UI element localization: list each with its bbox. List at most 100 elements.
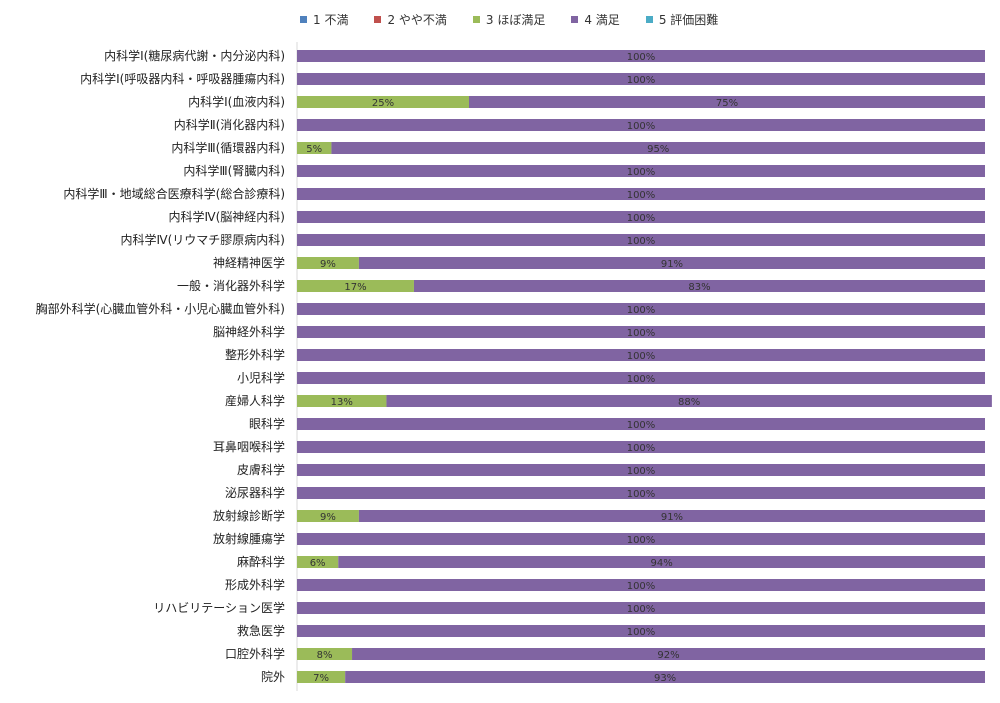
category-label: 小児科学	[237, 370, 285, 385]
category-label: 一般・消化器外科学	[177, 278, 285, 293]
legend-item-3: 3 ほぼ満足	[472, 11, 546, 28]
data-label: 91%	[661, 512, 683, 523]
category-label: 放射線診断学	[213, 508, 285, 523]
data-label: 100%	[627, 121, 656, 132]
data-label: 100%	[627, 443, 656, 454]
bar-segment	[297, 533, 985, 545]
category-label: 内科学Ⅳ(脳神経内科)	[169, 209, 285, 224]
bar-segment	[297, 510, 359, 522]
legend-swatch	[374, 15, 382, 23]
data-label: 100%	[627, 489, 656, 500]
data-label: 9%	[320, 512, 336, 523]
data-label: 100%	[627, 305, 656, 316]
data-label: 100%	[627, 466, 656, 477]
category-label: 脳神経外科学	[213, 324, 285, 339]
category-label: 内科学Ⅰ(血液内科)	[188, 94, 285, 109]
data-label: 83%	[688, 282, 710, 293]
bar-segment	[469, 96, 985, 108]
data-label: 100%	[627, 213, 656, 224]
bar-segment	[345, 671, 985, 683]
bar-segment	[297, 556, 339, 568]
bar-segment	[413, 280, 986, 292]
data-label: 100%	[627, 627, 656, 638]
bar-segment	[297, 579, 985, 591]
data-label: 93%	[654, 673, 676, 684]
data-label: 95%	[647, 144, 669, 155]
bar-segment	[297, 280, 414, 292]
bar-segment	[338, 556, 985, 568]
bar-segment	[297, 441, 985, 453]
category-label: 産婦人科学	[225, 393, 285, 408]
legend-label: 4 満足	[584, 12, 620, 27]
category-label: 内科学Ⅰ(糖尿病代謝・内分泌内科)	[104, 48, 285, 63]
data-label: 91%	[661, 259, 683, 270]
bar-segment	[297, 257, 359, 269]
data-label: 88%	[678, 397, 700, 408]
data-label: 17%	[344, 282, 366, 293]
legend-label: 2 やや不満	[387, 12, 447, 27]
bar-segment	[297, 464, 985, 476]
bar-segment	[297, 142, 332, 154]
bar-segment	[297, 73, 985, 85]
category-label: 泌尿器科学	[225, 485, 285, 500]
bar-segment	[297, 625, 985, 637]
category-label: 内科学Ⅳ(リウマチ膠原病内科)	[121, 232, 285, 247]
category-label: リハビリテーション医学	[153, 600, 285, 615]
category-label: 神経精神医学	[213, 255, 285, 270]
category-label: 内科学Ⅲ・地域総合医療科学(総合診療科)	[63, 186, 285, 201]
bar-segment	[297, 349, 985, 361]
data-label: 100%	[627, 75, 656, 86]
data-label: 75%	[716, 98, 738, 109]
legend-label: 1 不満	[313, 12, 349, 27]
category-label: 内科学Ⅰ(呼吸器内科・呼吸器腫瘍内科)	[80, 71, 285, 86]
category-label: 口腔外科学	[225, 646, 285, 661]
bar-segment	[331, 142, 985, 154]
data-label: 100%	[627, 420, 656, 431]
legend-swatch	[472, 15, 480, 23]
category-label: 救急医学	[237, 623, 285, 638]
bar-segment	[358, 510, 985, 522]
data-label: 100%	[627, 328, 656, 339]
bar-segment	[297, 188, 985, 200]
data-label: 5%	[306, 144, 322, 155]
data-label: 100%	[627, 351, 656, 362]
legend-item-5: 5 評価困難	[645, 11, 718, 28]
category-label: 眼科学	[249, 416, 285, 431]
bar-segment	[297, 602, 985, 614]
data-label: 100%	[627, 604, 656, 615]
data-label: 6%	[310, 558, 326, 569]
category-label: 放射線腫瘍学	[213, 531, 285, 546]
bar-segment	[297, 303, 985, 315]
bar-segment	[297, 671, 346, 683]
legend-swatch	[645, 15, 653, 23]
category-label: 院外	[261, 670, 285, 684]
bar-segment	[386, 395, 992, 407]
legend-label: 3 ほぼ満足	[485, 12, 546, 27]
data-label: 94%	[651, 558, 673, 569]
data-label: 100%	[627, 190, 656, 201]
data-label: 25%	[372, 98, 394, 109]
data-label: 100%	[627, 581, 656, 592]
data-label: 100%	[627, 167, 656, 178]
bar-segment	[297, 165, 985, 177]
category-label: 内科学Ⅲ(循環器内科)	[171, 140, 285, 155]
bar-segment	[297, 234, 985, 246]
legend-swatch	[300, 15, 307, 23]
category-label: 整形外科学	[225, 347, 285, 362]
data-label: 9%	[320, 259, 336, 270]
category-label: 耳鼻咽喉科学	[213, 439, 285, 454]
bar-segment	[297, 119, 985, 131]
data-label: 7%	[313, 673, 329, 684]
data-label: 100%	[627, 52, 656, 63]
data-label: 92%	[657, 650, 679, 661]
data-label: 100%	[627, 236, 656, 247]
bar-segment	[297, 211, 985, 223]
bar-segment	[297, 372, 985, 384]
bar-segment	[297, 326, 985, 338]
category-label: 麻酔科学	[237, 554, 285, 569]
category-label: 胸部外科学(心臓血管外科・小児心臓血管外科)	[36, 301, 285, 316]
bar-segment	[358, 257, 985, 269]
chart-legend: 1 不満 2 やや不満 3 ほぼ満足 4 満足 5 評価困難	[300, 10, 744, 28]
category-label: 皮膚科学	[237, 462, 285, 477]
